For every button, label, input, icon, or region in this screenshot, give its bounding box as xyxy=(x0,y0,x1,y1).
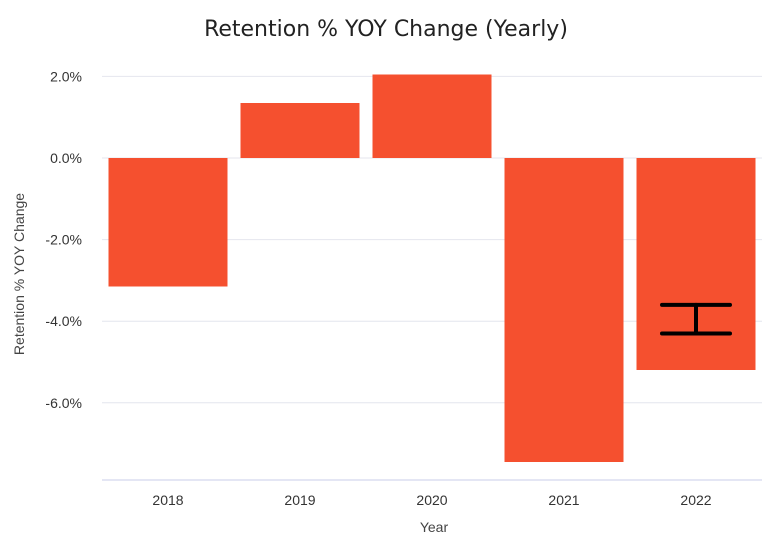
x-tick-label: 2019 xyxy=(284,492,315,508)
bar-2021 xyxy=(504,158,624,462)
y-tick-label: -2.0% xyxy=(45,232,82,248)
x-axis-title: Year xyxy=(420,519,449,535)
chart-title: Retention % YOY Change (Yearly) xyxy=(204,17,568,42)
y-tick-label: -4.0% xyxy=(45,313,82,329)
bar-2019 xyxy=(240,102,360,158)
y-tick-label: 2.0% xyxy=(50,68,82,84)
y-tick-label: 0.0% xyxy=(50,150,82,166)
bars xyxy=(108,74,756,462)
bar-2018 xyxy=(108,158,228,287)
error-bars xyxy=(660,302,732,336)
x-tick-label: 2020 xyxy=(416,492,447,508)
y-axis-title: Retention % YOY Change xyxy=(11,193,27,355)
x-tick-label: 2018 xyxy=(152,492,183,508)
bar-2020 xyxy=(372,74,492,158)
x-tick-label: 2022 xyxy=(680,492,711,508)
y-axis-ticks: 2.0% 0.0% -2.0% -4.0% -6.0% xyxy=(45,68,82,410)
error-bar-2022 xyxy=(660,302,732,336)
y-tick-label: -6.0% xyxy=(45,395,82,411)
x-tick-label: 2021 xyxy=(548,492,579,508)
x-axis-ticks: 2018 2019 2020 2021 2022 xyxy=(152,492,711,508)
bar-2022 xyxy=(636,158,756,371)
